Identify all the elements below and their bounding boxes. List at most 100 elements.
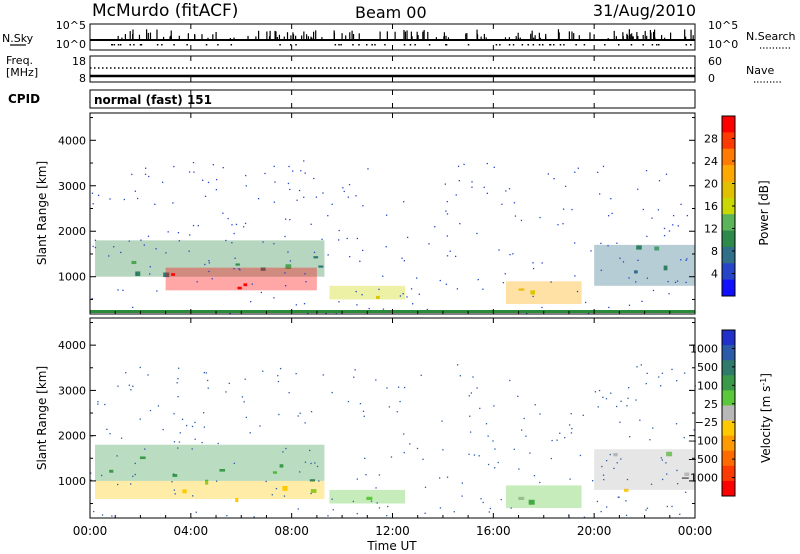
heatmap-cell bbox=[654, 246, 660, 251]
scatter-dot bbox=[304, 422, 306, 424]
scatter-dot bbox=[303, 303, 306, 305]
heatmap-cell bbox=[528, 499, 535, 505]
scatter-dot bbox=[362, 205, 364, 207]
scatter-dot bbox=[144, 173, 147, 175]
scatter-dot bbox=[627, 397, 629, 400]
scatter-dot bbox=[668, 230, 671, 232]
scatter-dot bbox=[288, 392, 290, 394]
scatter-dot bbox=[135, 273, 137, 275]
noise-search-mark bbox=[541, 44, 544, 46]
scatter-dot bbox=[618, 496, 620, 498]
scatter-dot bbox=[202, 412, 205, 414]
scatter-dot bbox=[262, 241, 264, 243]
scatter-dot bbox=[434, 226, 436, 228]
noise-left-tick-top: 10^5 bbox=[56, 19, 86, 32]
colorbar-swatch bbox=[722, 345, 735, 361]
scatter-dot bbox=[399, 295, 402, 297]
colorbar-tick-label: −100 bbox=[688, 435, 718, 448]
colorbar-tick-label: 8 bbox=[711, 245, 718, 258]
scatter-dot bbox=[194, 438, 196, 440]
scatter-dot bbox=[300, 170, 302, 172]
scatter-dot bbox=[215, 189, 218, 191]
scatter-dot bbox=[202, 179, 204, 181]
scatter-dot bbox=[171, 481, 173, 483]
scatter-dot bbox=[309, 449, 311, 452]
scatter-dot bbox=[192, 161, 195, 164]
scatter-dot bbox=[512, 253, 514, 255]
heatmap-region bbox=[505, 281, 582, 304]
colorbar-tick-label: −1000 bbox=[681, 472, 718, 485]
scatter-dot bbox=[177, 377, 179, 380]
scatter-dot bbox=[253, 516, 255, 518]
x-tick-label: 20:00 bbox=[577, 524, 612, 538]
heatmap-cell bbox=[613, 453, 618, 457]
scatter-dot bbox=[605, 398, 608, 400]
scatter-dot bbox=[245, 174, 247, 177]
scatter-dot bbox=[613, 467, 615, 470]
scatter-dot bbox=[233, 268, 235, 270]
scatter-dot bbox=[208, 270, 210, 273]
scatter-dot bbox=[616, 462, 618, 464]
scatter-dot bbox=[156, 290, 158, 292]
colorbar-swatch bbox=[722, 165, 735, 182]
scatter-dot bbox=[215, 480, 218, 482]
scatter-dot bbox=[520, 219, 523, 222]
scatter-dot bbox=[206, 379, 209, 382]
noise-search-mark bbox=[552, 44, 555, 46]
scatter-dot bbox=[410, 288, 413, 290]
scatter-dot bbox=[676, 280, 679, 282]
scatter-dot bbox=[456, 364, 459, 366]
scatter-dot bbox=[569, 478, 571, 480]
scatter-dot bbox=[397, 386, 400, 388]
scatter-dot bbox=[352, 500, 355, 503]
x-axis: 00:00 04:00 08:00 12:00 16:00 20:00 00:00 bbox=[73, 24, 712, 538]
scatter-dot bbox=[91, 192, 94, 194]
scatter-dot bbox=[420, 374, 422, 376]
heatmap-cell bbox=[139, 456, 146, 460]
scatter-dot bbox=[303, 196, 305, 198]
noise-search-mark bbox=[186, 44, 188, 46]
scatter-dot bbox=[606, 506, 608, 508]
scatter-dot bbox=[192, 224, 195, 227]
noise-search-mark bbox=[563, 44, 565, 46]
scatter-dot bbox=[685, 259, 687, 261]
scatter-dot bbox=[97, 403, 99, 405]
noise-search-mark bbox=[445, 44, 448, 46]
scatter-dot bbox=[176, 382, 178, 384]
heatmap-cell bbox=[109, 469, 114, 473]
heatmap-cell bbox=[636, 245, 642, 250]
scatter-dot bbox=[260, 291, 262, 294]
heatmap-region bbox=[329, 489, 406, 504]
scatter-dot bbox=[304, 461, 307, 463]
colorbar-tick-label: 1000 bbox=[690, 342, 718, 355]
scatter-dot bbox=[402, 293, 404, 295]
colorbar-tick-label: 500 bbox=[697, 361, 718, 374]
nave-tick-bottom: 0 bbox=[708, 72, 715, 85]
scatter-dot bbox=[349, 255, 351, 258]
noise-search-mark bbox=[658, 44, 660, 46]
scatter-dot bbox=[622, 261, 625, 263]
scatter-dot bbox=[295, 373, 297, 375]
scatter-dot bbox=[501, 203, 503, 205]
scatter-dot bbox=[226, 514, 228, 517]
scatter-dot bbox=[356, 304, 358, 306]
scatter-dot bbox=[331, 498, 333, 500]
heatmap-cell bbox=[282, 486, 288, 491]
scatter-dot bbox=[113, 246, 115, 248]
scatter-dot bbox=[553, 178, 555, 180]
scatter-dot bbox=[321, 238, 323, 240]
freq-panel: Freq. [MHz] 18 8 60 0 Nave bbox=[6, 54, 782, 85]
scatter-dot bbox=[271, 494, 273, 496]
cpid-text: normal (fast) 151 bbox=[94, 93, 212, 107]
scatter-dot bbox=[178, 441, 181, 443]
noise-search-mark bbox=[499, 44, 501, 46]
scatter-dot bbox=[559, 432, 561, 434]
scatter-dot bbox=[356, 237, 359, 240]
scatter-dot bbox=[250, 300, 252, 303]
scatter-dot bbox=[259, 425, 261, 427]
scatter-dot bbox=[149, 266, 151, 268]
noise-search-mark bbox=[617, 44, 620, 46]
scatter-dot bbox=[111, 515, 113, 517]
scatter-dot bbox=[140, 239, 142, 241]
scatter-dot bbox=[676, 483, 679, 485]
